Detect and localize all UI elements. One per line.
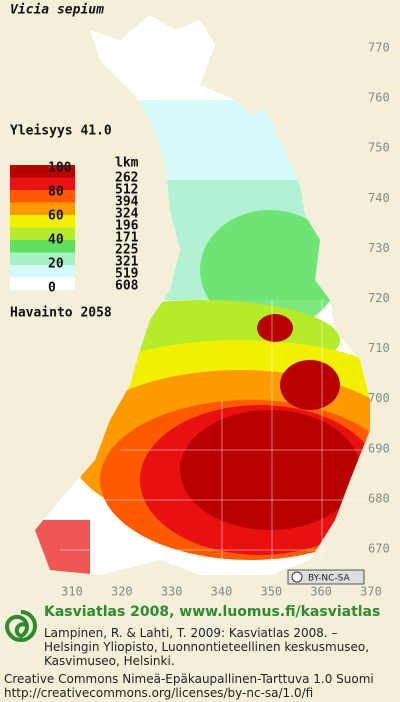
legend-swatch [10, 265, 75, 278]
observations: Havainto 2058 [10, 306, 112, 321]
legend-count: 225 [115, 243, 138, 258]
citation-line: Lampinen, R. & Lahti, T. 2009: Kasviatla… [44, 626, 338, 640]
legend-swatch [10, 277, 75, 290]
y-tick-label: 690 [368, 441, 390, 455]
map: Vicia sepium Yleisyys 41.0 lkm Havainto … [10, 3, 390, 599]
license-url: http://creativecommons.org/licenses/by-n… [4, 686, 314, 700]
legend-scale-label: 60 [48, 209, 64, 224]
legend-scale-label: 20 [48, 257, 64, 272]
legend-count: 321 [115, 255, 139, 270]
y-tick-label: 700 [368, 391, 390, 405]
x-tick-label: 360 [310, 585, 332, 599]
license-badge: BY-NC-SA [287, 569, 365, 585]
y-tick-label: 710 [368, 341, 390, 355]
y-tick-label: 670 [368, 542, 390, 556]
legend-swatch [10, 190, 75, 203]
legend-swatch [10, 252, 75, 265]
license-badge-text: BY-NC-SA [308, 574, 351, 584]
y-tick-label: 750 [368, 141, 390, 155]
legend-count: 394 [115, 195, 139, 210]
y-tick-label: 720 [368, 291, 390, 305]
legend-scale-label: 100 [48, 161, 72, 176]
legend-scale-label: 0 [48, 281, 56, 296]
legend-count: 519 [115, 267, 138, 282]
y-tick-label: 730 [368, 241, 390, 255]
legend-count: 324 [115, 207, 139, 222]
footer-heading: Kasviatlas 2008, www.luomus.fi/kasviatla… [44, 604, 381, 620]
legend-scale-label: 40 [48, 233, 64, 248]
legend-swatch [10, 165, 75, 178]
citation-line: Helsingin Yliopisto, Luonnontieteellinen… [44, 640, 370, 654]
x-tick-label: 310 [61, 585, 83, 599]
legend-count: 171 [115, 231, 139, 246]
x-tick-label: 320 [111, 585, 133, 599]
legend-count: 262 [115, 171, 138, 186]
logo [4, 610, 37, 642]
y-tick-label: 680 [368, 491, 390, 505]
license: Creative Commons Nimeä-Epäkaupallinen-Ta… [4, 672, 374, 686]
y-tick-label: 760 [368, 91, 390, 105]
grid [60, 300, 370, 580]
legend-count: 608 [115, 279, 139, 294]
x-tick-label: 350 [260, 585, 282, 599]
legend-swatch [10, 240, 75, 253]
legend-swatch [10, 227, 75, 240]
legend-scale-label: 80 [48, 185, 64, 200]
legend-swatch [10, 215, 75, 228]
count-header: lkm [115, 156, 139, 171]
frequency: Yleisyys 41.0 [10, 124, 112, 139]
legend-swatch [10, 177, 75, 190]
distribution [35, 15, 370, 575]
x-tick-label: 340 [211, 585, 233, 599]
x-tick-label: 370 [360, 585, 382, 599]
citation-line: Kasvimuseo, Helsinki. [44, 654, 175, 668]
x-tick-label: 330 [161, 585, 183, 599]
legend-swatch [10, 202, 75, 215]
legend-count: 512 [115, 183, 138, 198]
legend-count: 196 [115, 219, 139, 234]
y-tick-label: 740 [368, 191, 390, 205]
species-title: Vicia sepium [10, 3, 104, 18]
y-tick-label: 770 [368, 41, 390, 55]
